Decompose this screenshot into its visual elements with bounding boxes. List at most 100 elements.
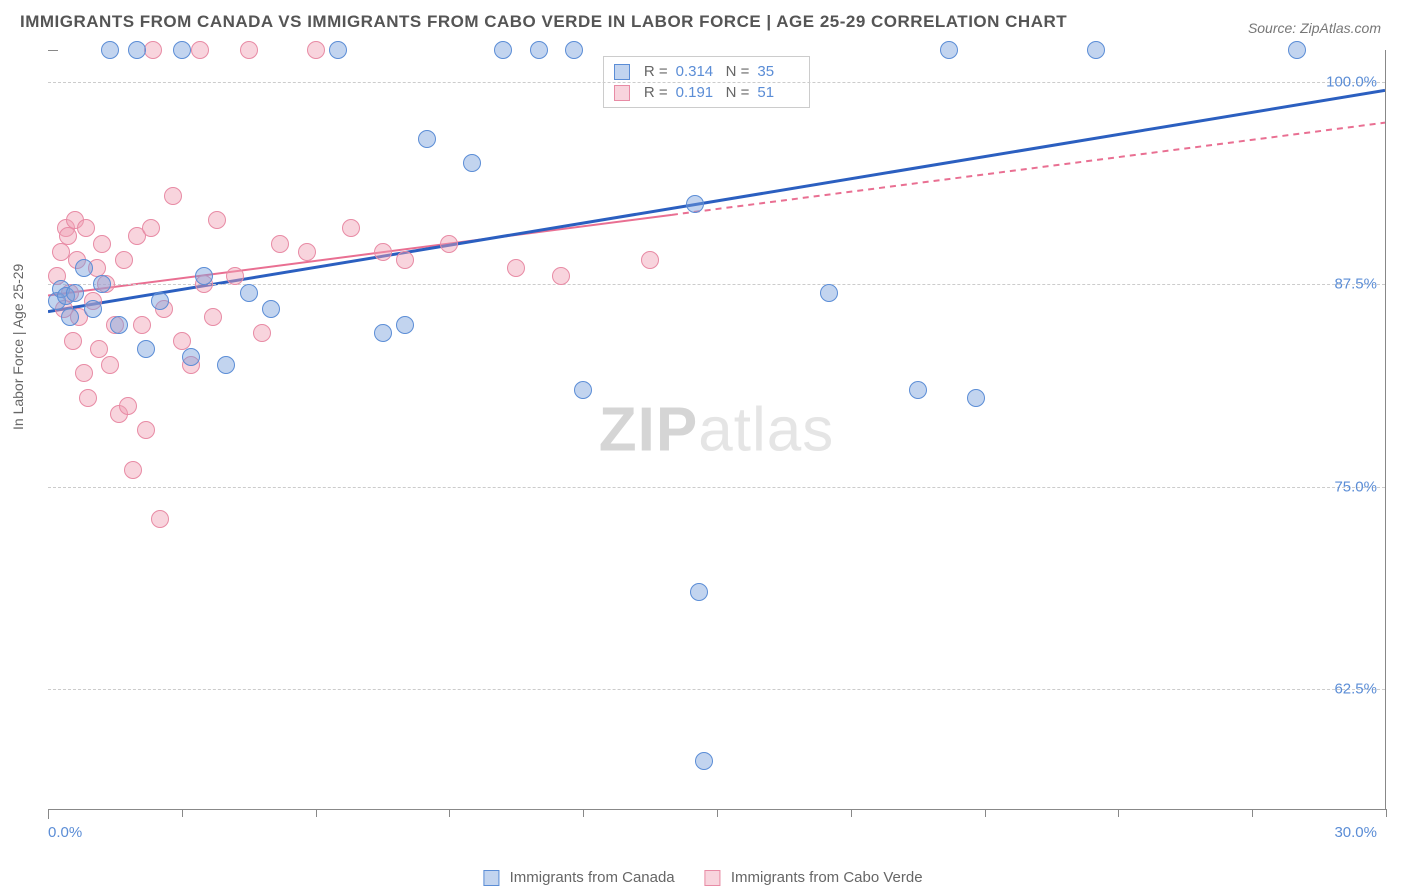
data-point-pink <box>307 41 325 59</box>
chart-plot-area: ZIPatlas 0.0% 30.0% R = 0.314 N = 35 R =… <box>48 50 1386 810</box>
data-point-pink <box>507 259 525 277</box>
data-point-blue <box>240 284 258 302</box>
legend-label-blue: Immigrants from Canada <box>510 869 675 886</box>
data-point-pink <box>142 219 160 237</box>
data-point-blue <box>574 381 592 399</box>
data-point-blue <box>182 348 200 366</box>
data-point-pink <box>226 267 244 285</box>
data-point-blue <box>695 752 713 770</box>
y-tick-label: 87.5% <box>1334 276 1377 293</box>
x-axis-min-label: 0.0% <box>48 824 82 841</box>
x-tick <box>48 809 49 817</box>
data-point-pink <box>191 41 209 59</box>
data-point-blue <box>967 389 985 407</box>
y-axis-label: In Labor Force | Age 25-29 <box>10 264 26 430</box>
gridline-h <box>48 689 1385 690</box>
data-point-pink <box>101 356 119 374</box>
data-point-pink <box>204 308 222 326</box>
x-tick <box>1386 809 1387 817</box>
x-tick <box>449 809 450 817</box>
y-tick-label: 75.0% <box>1334 478 1377 495</box>
data-point-pink <box>137 421 155 439</box>
data-point-blue <box>820 284 838 302</box>
data-point-pink <box>59 227 77 245</box>
data-point-blue <box>262 300 280 318</box>
data-point-blue <box>75 259 93 277</box>
x-tick <box>583 809 584 817</box>
data-point-blue <box>530 41 548 59</box>
data-point-pink <box>253 324 271 342</box>
data-point-pink <box>240 41 258 59</box>
data-point-pink <box>90 340 108 358</box>
data-point-blue <box>101 41 119 59</box>
data-point-pink <box>151 510 169 528</box>
data-point-pink <box>208 211 226 229</box>
data-point-pink <box>298 243 316 261</box>
legend-r-label: R = <box>644 84 668 101</box>
data-point-pink <box>115 251 133 269</box>
data-point-pink <box>271 235 289 253</box>
data-point-blue <box>565 41 583 59</box>
legend-r-label: R = <box>644 63 668 80</box>
x-tick <box>1118 809 1119 817</box>
regression-lines <box>48 50 1385 809</box>
data-point-blue <box>128 41 146 59</box>
data-point-blue <box>329 41 347 59</box>
legend-row-blue: R = 0.314 N = 35 <box>614 61 800 82</box>
data-point-blue <box>909 381 927 399</box>
x-tick <box>182 809 183 817</box>
data-point-blue <box>418 130 436 148</box>
data-point-pink <box>164 187 182 205</box>
legend-n-label: N = <box>726 84 750 101</box>
y-tick-label: 100.0% <box>1326 74 1377 91</box>
data-point-pink <box>396 251 414 269</box>
gridline-h <box>48 487 1385 488</box>
data-point-pink <box>374 243 392 261</box>
data-point-blue <box>61 308 79 326</box>
data-point-blue <box>93 275 111 293</box>
legend-r-value-blue: 0.314 <box>676 63 718 80</box>
legend-swatch-pink <box>614 85 630 101</box>
data-point-blue <box>396 316 414 334</box>
legend-swatch-pink <box>705 870 721 886</box>
data-point-blue <box>1087 41 1105 59</box>
legend-row-pink: R = 0.191 N = 51 <box>614 82 800 103</box>
data-point-blue <box>690 583 708 601</box>
legend-n-value-blue: 35 <box>757 63 799 80</box>
chart-title: IMMIGRANTS FROM CANADA VS IMMIGRANTS FRO… <box>20 12 1067 32</box>
legend-item-blue: Immigrants from Canada <box>483 869 674 886</box>
data-point-pink <box>440 235 458 253</box>
watermark: ZIPatlas <box>599 394 834 465</box>
legend-n-value-pink: 51 <box>757 84 799 101</box>
data-point-blue <box>940 41 958 59</box>
legend-swatch-blue <box>483 870 499 886</box>
data-point-pink <box>124 461 142 479</box>
data-point-pink <box>641 251 659 269</box>
data-point-blue <box>110 316 128 334</box>
x-tick <box>1252 809 1253 817</box>
legend-n-label: N = <box>726 63 750 80</box>
data-point-pink <box>144 41 162 59</box>
data-point-blue <box>217 356 235 374</box>
data-point-blue <box>686 195 704 213</box>
watermark-text: atlas <box>698 395 834 464</box>
data-point-pink <box>552 267 570 285</box>
data-point-blue <box>137 340 155 358</box>
data-point-blue <box>463 154 481 172</box>
data-point-blue <box>494 41 512 59</box>
data-point-blue <box>195 267 213 285</box>
data-point-blue <box>173 41 191 59</box>
x-tick <box>717 809 718 817</box>
y-tick-label: 62.5% <box>1334 680 1377 697</box>
legend-item-pink: Immigrants from Cabo Verde <box>705 869 923 886</box>
data-point-blue <box>66 284 84 302</box>
data-point-blue <box>374 324 392 342</box>
x-tick <box>316 809 317 817</box>
data-point-pink <box>119 397 137 415</box>
data-point-pink <box>93 235 111 253</box>
data-point-pink <box>133 316 151 334</box>
data-point-pink <box>173 332 191 350</box>
watermark-text: ZIP <box>599 395 698 464</box>
data-point-pink <box>79 389 97 407</box>
data-point-pink <box>77 219 95 237</box>
